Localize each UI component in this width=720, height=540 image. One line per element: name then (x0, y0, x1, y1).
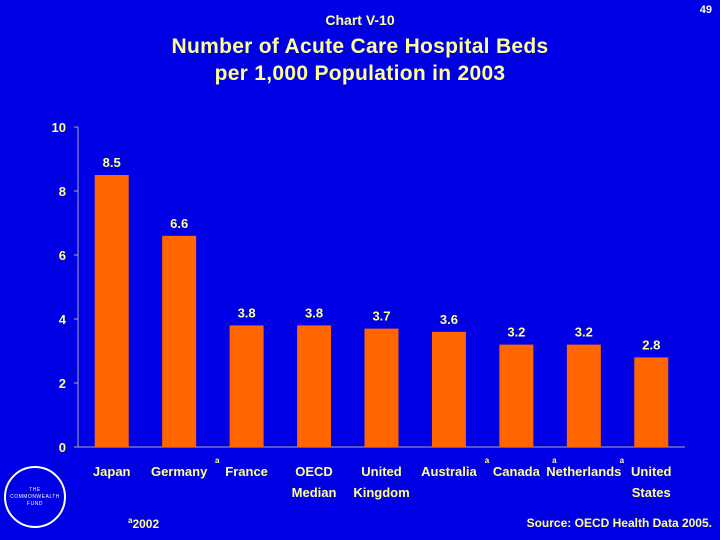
source-note: Source: OECD Health Data 2005. (526, 516, 712, 530)
y-tick-label: 4 (59, 312, 67, 327)
bar (94, 175, 129, 447)
y-tick-label: 6 (59, 248, 66, 263)
data-label: 6.6 (170, 216, 188, 231)
footnote: a2002 (128, 516, 159, 531)
logo-text-line: THE (29, 486, 41, 493)
footnote-marker: a (215, 456, 220, 465)
bar (431, 331, 466, 447)
x-tick-label-line-2: Kingdom (353, 485, 409, 500)
chart-title-line-1: Number of Acute Care Hospital Beds (171, 35, 549, 58)
data-label: 3.8 (238, 305, 256, 320)
footnote-marker: a (128, 516, 133, 525)
x-tick-label: United (631, 464, 672, 479)
x-tick-label: France (225, 464, 268, 479)
data-label: 3.2 (575, 325, 593, 340)
x-tick-label: Netherlands (546, 464, 621, 479)
x-tick-label-line-2: Median (292, 485, 337, 500)
y-tick-label: 8 (59, 184, 66, 199)
data-label: 8.5 (103, 155, 121, 170)
x-tick-label-line-2: States (632, 485, 671, 500)
bar (364, 328, 399, 447)
y-tick-label: 0 (59, 440, 66, 455)
logo-text-line: COMMONWEALTH (10, 493, 60, 500)
chart-title: Number of Acute Care Hospital Beds per 1… (60, 33, 660, 87)
logo-text-line: FUND (27, 500, 43, 507)
bar (229, 325, 264, 447)
footnote-marker: a (552, 456, 557, 465)
page-number: 49 (699, 4, 712, 16)
data-label: 2.8 (642, 337, 660, 352)
chart-label: Chart V-10 (325, 12, 395, 28)
footnote-marker: a (620, 456, 625, 465)
bar (297, 325, 332, 447)
x-tick-label: OECD (295, 464, 333, 479)
bar (499, 344, 534, 447)
y-tick-label: 2 (59, 376, 66, 391)
x-tick-label: Japan (93, 464, 131, 479)
y-tick-label: 10 (52, 120, 66, 135)
x-tick-label: United (361, 464, 402, 479)
x-tick-label: Canada (493, 464, 541, 479)
data-label: 3.2 (507, 325, 525, 340)
footnote-text: 2002 (132, 517, 160, 531)
bar (566, 344, 601, 447)
data-label: 3.7 (372, 309, 390, 324)
bar (634, 357, 669, 447)
x-tick-label: Germany (151, 464, 208, 479)
chart-title-line-2: per 1,000 Population in 2003 (214, 62, 506, 85)
footnote-marker: a (485, 456, 490, 465)
x-tick-label: Australia (421, 464, 477, 479)
data-label: 3.6 (440, 312, 458, 327)
data-label: 3.8 (305, 305, 323, 320)
commonwealth-fund-logo: THE COMMONWEALTH FUND (4, 466, 66, 528)
bar (162, 235, 197, 447)
